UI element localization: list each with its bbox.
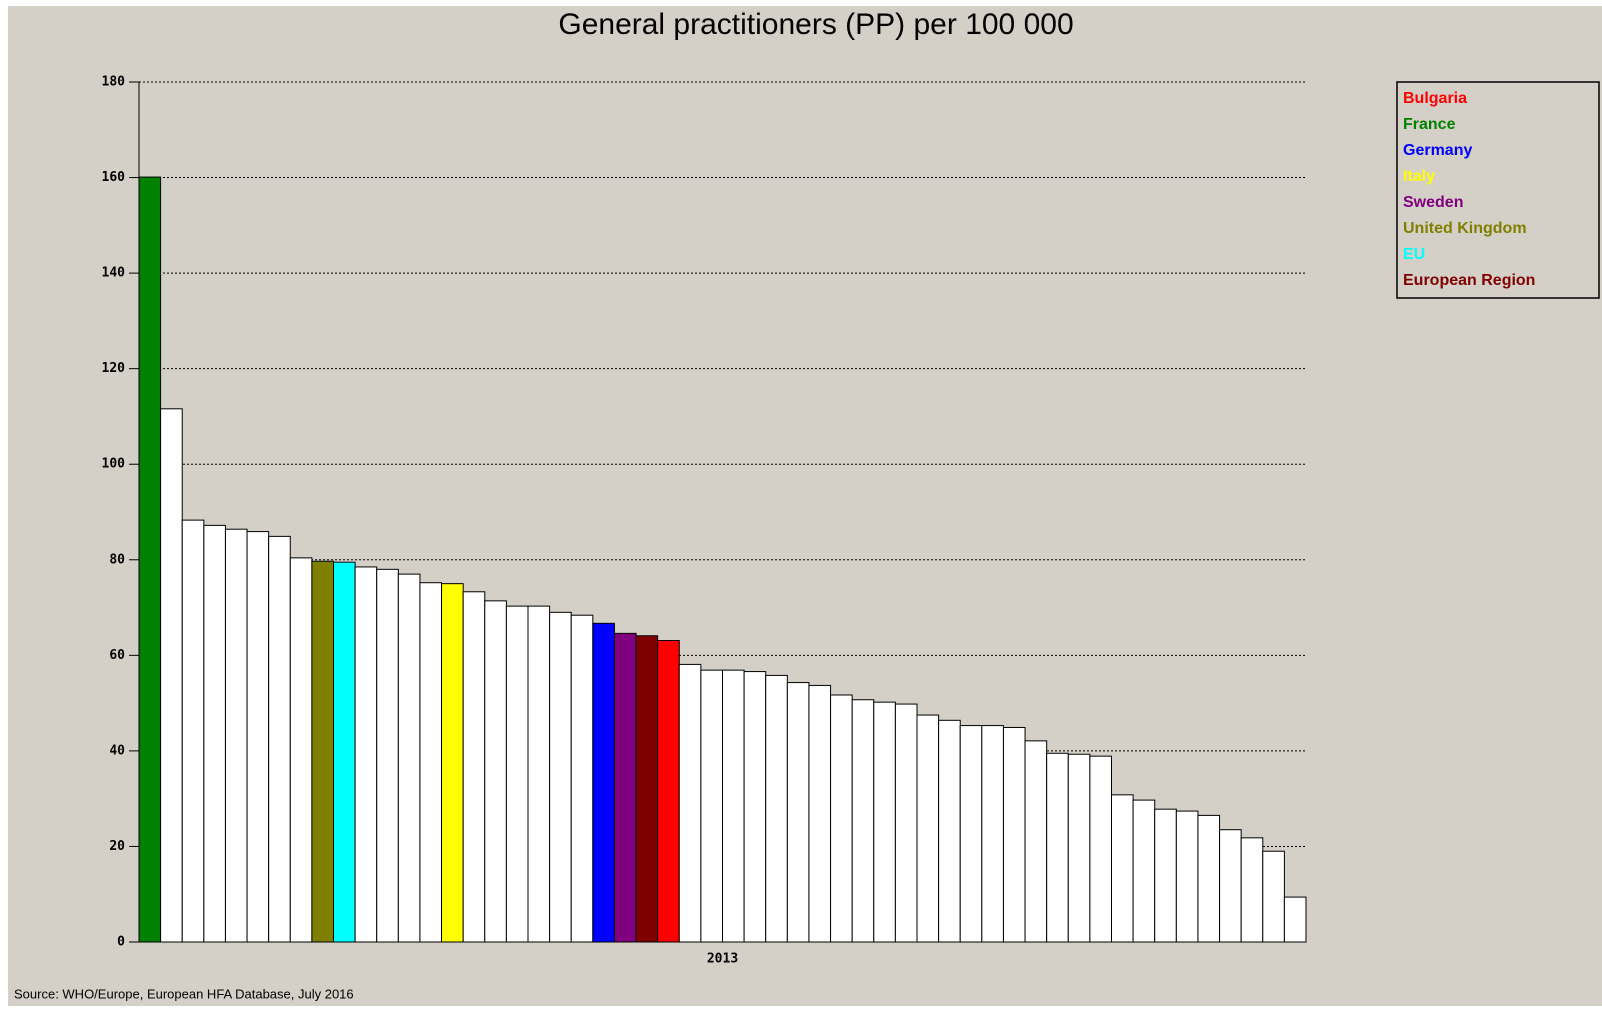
y-tick-label: 100	[102, 457, 126, 472]
bar	[1067, 753, 1091, 943]
bar	[1219, 829, 1242, 943]
bar	[462, 591, 486, 943]
bar	[549, 611, 572, 943]
bar	[765, 674, 788, 943]
bar	[613, 632, 637, 943]
bar	[160, 408, 183, 943]
bar	[851, 699, 875, 943]
bar	[1175, 810, 1199, 943]
bar	[289, 557, 313, 943]
bar	[354, 566, 378, 943]
bar	[830, 694, 853, 943]
bar	[224, 528, 248, 943]
bar	[505, 605, 529, 943]
bar	[441, 583, 464, 943]
y-tick-label: 160	[102, 170, 126, 185]
y-tick-label: 80	[109, 552, 125, 567]
bar	[397, 573, 421, 943]
bar	[570, 614, 594, 943]
bar	[138, 176, 162, 943]
legend-entry: EU	[1403, 246, 1425, 263]
y-tick-label: 180	[102, 75, 126, 90]
bar	[916, 714, 940, 943]
bar	[678, 663, 702, 943]
bar	[484, 600, 507, 943]
bar	[1111, 794, 1134, 943]
source-note: Source: WHO/Europe, European HFA Databas…	[14, 986, 354, 1001]
legend-entry: European Region	[1403, 272, 1535, 289]
bar	[743, 671, 767, 943]
bar	[959, 725, 983, 943]
y-tick-label: 0	[117, 935, 125, 950]
bar	[311, 560, 334, 943]
bar	[1089, 755, 1113, 943]
bar	[246, 531, 270, 943]
bar	[1197, 814, 1221, 943]
bar	[333, 561, 356, 943]
y-tick-label: 120	[102, 361, 126, 376]
bar	[700, 669, 724, 943]
bar	[1283, 896, 1307, 943]
bar	[1154, 808, 1177, 943]
legend-entry: Italy	[1403, 168, 1435, 185]
bar	[592, 622, 615, 943]
bar	[1024, 740, 1048, 943]
bar	[268, 535, 291, 943]
legend-entry: France	[1403, 116, 1456, 133]
bar	[938, 719, 961, 943]
bar	[1262, 850, 1285, 943]
legend-entry: Sweden	[1403, 194, 1463, 211]
bar	[203, 524, 226, 943]
bar	[1002, 726, 1026, 943]
bar	[181, 519, 205, 943]
legend-entry: United Kingdom	[1403, 220, 1527, 237]
bar	[657, 640, 680, 943]
bar	[1132, 799, 1156, 943]
bar	[894, 703, 918, 943]
bar	[419, 582, 443, 943]
y-tick-label: 140	[102, 266, 126, 281]
legend-entry: Bulgaria	[1403, 90, 1467, 107]
bar	[722, 669, 745, 943]
chart-title: General practitioners (PP) per 100 000	[558, 8, 1073, 41]
y-tick-label: 60	[109, 648, 125, 663]
bar	[1046, 752, 1069, 943]
legend-box	[1396, 81, 1600, 299]
bar	[873, 701, 896, 943]
bar	[981, 725, 1004, 943]
x-axis-label: 2013	[707, 952, 738, 967]
y-tick-label: 40	[109, 743, 125, 758]
bar	[1240, 837, 1264, 943]
bar	[786, 682, 810, 943]
bar	[808, 684, 832, 943]
y-tick-label: 20	[109, 839, 125, 854]
bar	[376, 568, 399, 943]
bar	[527, 605, 551, 943]
bar	[635, 635, 659, 943]
legend-entry: Germany	[1403, 142, 1472, 159]
